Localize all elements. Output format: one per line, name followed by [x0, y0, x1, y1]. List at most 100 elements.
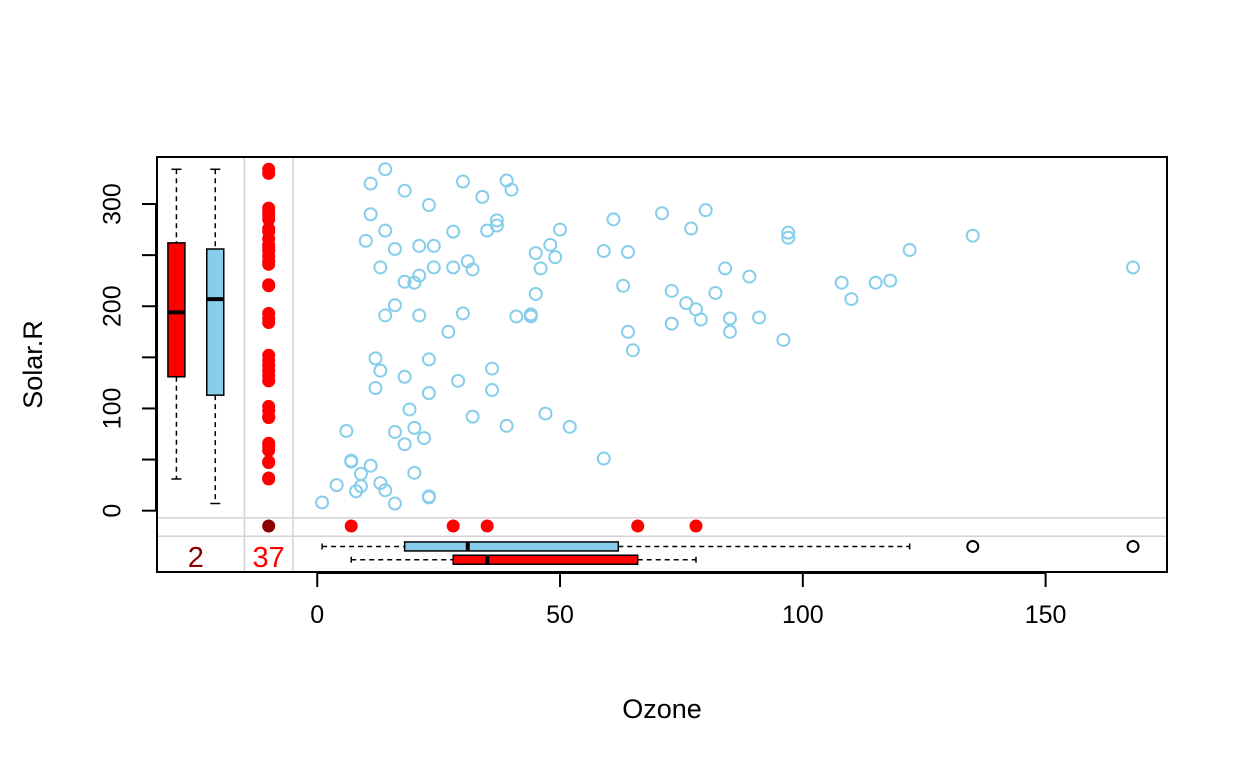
observed-point — [504, 182, 519, 197]
observed-point — [902, 243, 917, 258]
observed-point — [358, 233, 373, 248]
observed-point — [722, 311, 737, 326]
observed-point — [708, 285, 723, 300]
observed-point — [781, 230, 796, 245]
observed-point — [441, 324, 456, 339]
observed-point — [509, 309, 524, 324]
x-axis-title: Ozone — [622, 694, 702, 724]
observed-point — [387, 241, 402, 256]
x-tick-label-0: 0 — [310, 601, 324, 629]
data-points — [262, 162, 1141, 533]
outlier-point — [966, 539, 980, 553]
y-tick-label-0: 0 — [99, 504, 127, 518]
observed-point — [446, 260, 461, 275]
observed-point — [421, 386, 436, 401]
plot-frame — [156, 156, 1168, 573]
observed-point — [378, 483, 393, 498]
observed-point — [752, 310, 767, 325]
box — [206, 248, 225, 396]
observed-point — [407, 420, 422, 435]
missing-ozone-point — [262, 279, 276, 293]
observed-point — [742, 269, 757, 284]
observed-point — [412, 238, 427, 253]
boxplots — [167, 168, 1140, 565]
observed-point — [451, 373, 466, 388]
observed-point — [533, 261, 548, 276]
observed-point — [402, 402, 417, 417]
observed-point — [664, 316, 679, 331]
missing-ozone-point — [262, 456, 276, 470]
observed-point — [868, 275, 883, 290]
observed-point — [407, 275, 422, 290]
observed-point — [353, 466, 368, 481]
missing-both-point — [262, 519, 276, 533]
observed-point — [417, 431, 432, 446]
observed-point — [455, 306, 470, 321]
observed-point — [499, 418, 514, 433]
observed-point — [621, 324, 636, 339]
observed-point — [528, 246, 543, 261]
observed-point — [480, 223, 495, 238]
observed-point — [412, 308, 427, 323]
observed-point — [684, 221, 699, 236]
missing-solar-point — [344, 519, 358, 533]
observed-point — [378, 162, 393, 177]
observed-point — [407, 465, 422, 480]
observed-point — [460, 254, 475, 269]
missing-solar-point — [480, 519, 494, 533]
observed-point — [426, 260, 441, 275]
observed-point — [844, 292, 859, 307]
observed-point — [455, 174, 470, 189]
observed-point — [397, 183, 412, 198]
observed-point — [718, 261, 733, 276]
observed-point — [397, 369, 412, 384]
observed-point — [698, 203, 713, 218]
y-tick-label-100: 100 — [99, 388, 127, 430]
observed-point — [528, 286, 543, 301]
observed-point — [421, 489, 436, 504]
observed-point — [446, 224, 461, 239]
observed-point — [664, 283, 679, 298]
observed-point — [606, 212, 621, 227]
observed-point — [373, 260, 388, 275]
observed-point — [562, 419, 577, 434]
observed-point — [421, 352, 436, 367]
observed-point — [523, 309, 538, 324]
missing-count-solar: 37 — [253, 542, 285, 574]
observed-point — [596, 451, 611, 466]
observed-point — [426, 238, 441, 253]
observed-point — [363, 458, 378, 473]
observed-point — [387, 424, 402, 439]
missing-solar-point — [631, 519, 645, 533]
observed-point — [596, 244, 611, 259]
observed-point — [315, 495, 330, 510]
observed-point — [688, 302, 703, 317]
boxplot-ozone-imputed — [350, 554, 697, 565]
missing-ozone-point — [262, 443, 276, 457]
missing-ozone-point — [262, 374, 276, 388]
missing-ozone-point — [262, 257, 276, 271]
boxplot-solar-observed — [206, 168, 225, 505]
observed-point — [722, 324, 737, 339]
observed-point — [368, 351, 383, 366]
box — [167, 242, 186, 378]
observed-point — [616, 278, 631, 293]
observed-point — [538, 406, 553, 421]
observed-point — [339, 423, 354, 438]
observed-point — [412, 268, 427, 283]
missing-ozone-point — [262, 316, 276, 330]
observed-point — [475, 189, 490, 204]
observed-point — [489, 213, 504, 228]
observed-point — [373, 476, 388, 491]
x-tick-label-50: 50 — [546, 601, 574, 629]
observed-point — [625, 343, 640, 358]
observed-point — [965, 228, 980, 243]
missing-count-both: 2 — [188, 542, 204, 574]
observed-point — [397, 437, 412, 452]
missing-solar-point — [689, 519, 703, 533]
missing-ozone-point — [262, 166, 276, 180]
box — [452, 554, 639, 565]
observed-point — [834, 275, 849, 290]
missing-ozone-point — [262, 411, 276, 425]
